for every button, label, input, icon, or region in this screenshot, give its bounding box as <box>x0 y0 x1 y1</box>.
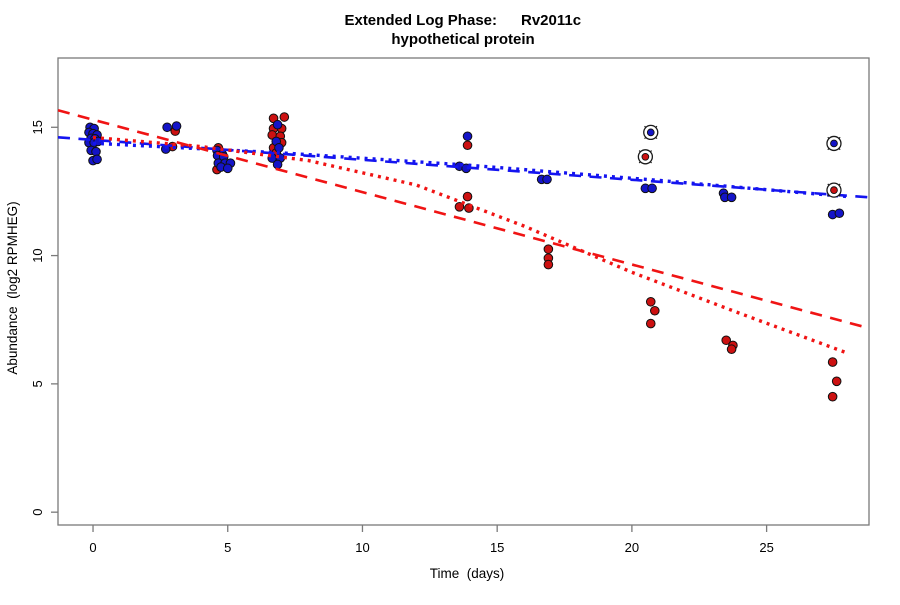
flagged-outlier-marker <box>643 124 659 141</box>
y-axis-label: Abundance (log2 RPMHEG) <box>5 201 20 374</box>
blue-replicates-point <box>726 192 737 203</box>
red-replicates-point <box>543 259 554 270</box>
plot-title-gene: Rv2011c <box>521 12 581 29</box>
plot-box-border <box>57 57 870 526</box>
red-replicates-flagged-point <box>830 186 838 194</box>
red-replicates-point <box>645 296 656 307</box>
blue-replicates-point <box>462 131 473 142</box>
red-replicates-point <box>462 191 473 202</box>
y-axis-ticks: 0 5 10 15 <box>30 120 58 516</box>
y-tick-label: 10 <box>30 248 45 262</box>
blue-replicates-point <box>542 174 552 185</box>
x-axis-ticks: 0 5 10 15 20 25 <box>89 525 774 555</box>
y-tick-label: 15 <box>30 120 45 134</box>
blue-replicates-point <box>647 183 657 194</box>
red-replicates-point <box>827 357 838 367</box>
red-dotted-fit-line <box>92 135 848 355</box>
x-axis-label: Time (days) <box>430 566 505 581</box>
fit-lines-layer <box>57 109 870 355</box>
red-replicates-point <box>543 244 554 254</box>
red-replicates-point <box>279 112 290 122</box>
blue-replicates-point <box>92 154 102 165</box>
y-tick-label: 5 <box>30 380 45 387</box>
red-dashed-fit-line <box>57 109 870 330</box>
x-tick-label: 5 <box>224 540 231 555</box>
x-tick-label: 25 <box>759 540 773 555</box>
flagged-points-layer <box>637 124 842 198</box>
red-replicates-point <box>645 318 656 329</box>
blue-replicates-flagged-point <box>830 139 838 148</box>
flagged-outlier-marker <box>826 182 842 198</box>
red-replicates-point <box>721 335 731 346</box>
blue-replicates-point <box>274 143 284 153</box>
blue-replicates-point <box>162 122 172 133</box>
blue-replicates-point <box>171 121 182 131</box>
blue-replicates-point <box>272 119 283 130</box>
red-replicates-point <box>726 344 737 355</box>
x-tick-label: 20 <box>625 540 639 555</box>
blue-replicates-point <box>272 159 283 170</box>
x-tick-label: 15 <box>490 540 504 555</box>
plot-title-left: Extended Log Phase: <box>344 12 497 29</box>
blue-replicates-point <box>834 208 845 219</box>
flagged-outlier-marker <box>637 149 654 165</box>
red-replicates-point <box>649 305 660 316</box>
red-replicates-point <box>454 202 465 212</box>
red-replicates-point <box>831 376 842 387</box>
y-tick-label: 0 <box>30 509 45 516</box>
blue-replicates-flagged-point <box>646 128 655 137</box>
blue-replicates-point <box>222 163 233 174</box>
x-tick-label: 0 <box>89 540 96 555</box>
data-points-layer <box>84 112 845 402</box>
red-replicates-point <box>462 140 473 151</box>
flagged-outlier-marker <box>826 135 842 152</box>
red-replicates-flagged-point <box>641 152 650 161</box>
blue-dotted-fit-line <box>92 141 848 199</box>
x-tick-label: 10 <box>355 540 369 555</box>
red-replicates-point <box>827 391 838 402</box>
plot-title-line2: hypothetical protein <box>391 31 534 48</box>
blue-replicates-point <box>91 146 101 157</box>
